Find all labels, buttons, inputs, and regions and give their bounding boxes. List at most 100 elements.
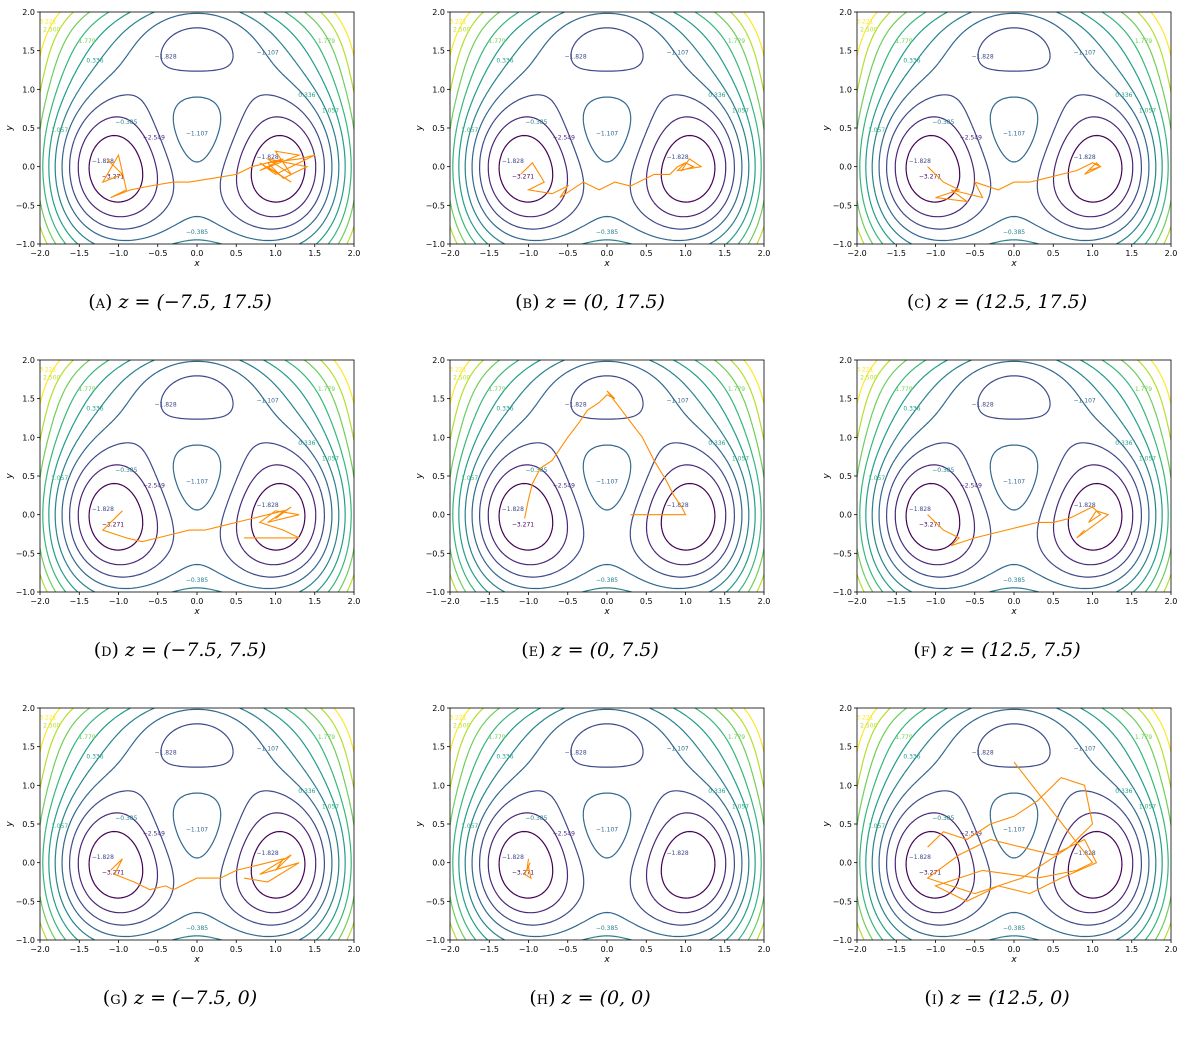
- contour-level-line: [464, 12, 750, 244]
- contour-label: 3.221: [856, 367, 873, 374]
- trajectory-line: [927, 162, 1102, 203]
- subplot-c: −3.271 −2.549 −1.828 −1.107 −0.385 0.336 1.057…: [817, 8, 1183, 343]
- x-tick-label: 1.5: [718, 945, 731, 954]
- x-tick-label: −1.5: [480, 945, 499, 954]
- contour-level-line: [857, 12, 1171, 56]
- contour-label: −0.385: [932, 119, 954, 126]
- contour-lines: −3.271 −2.549 −1.828 −1.107 −0.385 0.336 1.057…: [856, 360, 1171, 592]
- contour-label: 2.500: [453, 722, 470, 729]
- contour-level-line: [452, 708, 762, 940]
- contour-label: 1.779: [79, 386, 96, 393]
- contour-level-line: [48, 12, 346, 244]
- y-tick-label: 1.5: [22, 47, 35, 56]
- subplot-d: −3.271 −2.549 −1.828 −1.107 −0.385 0.336 1.057…: [0, 356, 380, 691]
- subplot-svg: −3.271 −2.549 −1.828 −1.107 −0.385 0.336 1.057…: [822, 8, 1177, 269]
- contour-label: −0.385: [525, 119, 547, 126]
- contour-level-line: [54, 12, 340, 244]
- y-tick-label: −0.5: [833, 897, 852, 906]
- contour-level-line: [61, 12, 333, 242]
- contour-label: −1.107: [667, 398, 689, 405]
- trajectory-line: [524, 390, 687, 519]
- x-tick-label: 0.0: [601, 249, 614, 258]
- contour-label: −1.107: [1074, 746, 1096, 753]
- y-tick-label: 0.0: [22, 511, 35, 520]
- x-tick-label: 1.0: [269, 945, 282, 954]
- contour-label: −1.828: [564, 749, 586, 756]
- y-tick-label: 2.0: [22, 356, 35, 365]
- contour-level-line: [458, 12, 756, 244]
- subplot-svg: −3.271 −2.549 −1.828 −1.107 −0.385 0.336 1.057…: [5, 356, 361, 617]
- contour-level-line: [865, 12, 1163, 244]
- contour-level-line: [450, 360, 764, 592]
- contour-level-line: [40, 12, 354, 56]
- plot-frame: [856, 11, 1172, 245]
- caption-equation: z = (12.5, 17.5): [937, 291, 1088, 313]
- y-tick-label: 1.5: [432, 743, 445, 752]
- y-tick-label: 2.0: [839, 704, 852, 713]
- caption-letter: (e): [521, 639, 552, 661]
- contour-level-line: [40, 360, 354, 592]
- contour-label: −1.828: [257, 850, 279, 857]
- x-tick-label: −0.5: [148, 249, 167, 258]
- y-axis-label: y: [5, 473, 15, 480]
- subplot-a: −3.271 −2.549 −1.828 −1.107 −0.385 0.336 1.057…: [0, 8, 380, 343]
- contour-label: −1.828: [154, 749, 176, 756]
- contour-label: 1.057: [322, 108, 339, 115]
- y-tick-label: −0.5: [16, 897, 35, 906]
- plot-frame: [39, 359, 355, 593]
- x-tick-label: 0.5: [1047, 249, 1060, 258]
- subplot-svg: −3.271 −2.549 −1.828 −1.107 −0.385 0.336 1.057…: [822, 704, 1177, 965]
- contour-label: −0.385: [525, 815, 547, 822]
- y-tick-label: 1.0: [839, 433, 852, 442]
- x-tick-label: 1.0: [679, 945, 692, 954]
- contour-label: −0.385: [186, 577, 208, 584]
- y-tick-label: −1.0: [16, 936, 35, 945]
- contour-level-line: [48, 360, 346, 592]
- contour-label: 1.779: [1135, 38, 1152, 45]
- x-tick-label: 1.5: [718, 249, 731, 258]
- contour-level-line: [450, 360, 764, 404]
- subplot-f: −3.271 −2.549 −1.828 −1.107 −0.385 0.336 1.057…: [817, 356, 1183, 691]
- y-tick-label: 1.0: [22, 433, 35, 442]
- contour-level-line: [40, 12, 354, 244]
- contour-level-line: [857, 360, 1171, 592]
- y-tick-label: 0.5: [432, 820, 445, 829]
- y-tick-label: 1.5: [839, 47, 852, 56]
- contour-label: 0.336: [1115, 788, 1132, 795]
- x-tick-label: 0.5: [640, 945, 653, 954]
- contour-label: −1.107: [186, 131, 208, 138]
- contour-label: 1.057: [51, 127, 68, 134]
- contour-label: 0.336: [496, 753, 513, 760]
- y-tick-label: 0.5: [839, 124, 852, 133]
- contour-level-line: [77, 812, 317, 914]
- y-tick-label: 1.5: [839, 395, 852, 404]
- y-tick-label: 1.5: [839, 743, 852, 752]
- contour-label: −0.385: [932, 815, 954, 822]
- contour-label: 0.336: [903, 405, 920, 412]
- y-tick-label: 2.0: [839, 356, 852, 365]
- y-tick-label: 1.0: [839, 781, 852, 790]
- contour-level-line: [498, 482, 716, 551]
- contour-label: 1.057: [1139, 804, 1156, 811]
- y-tick-label: 0.0: [839, 511, 852, 520]
- y-tick-label: 0.0: [22, 163, 35, 172]
- x-axis-label: x: [603, 259, 610, 269]
- y-tick-label: 0.0: [22, 859, 35, 868]
- x-tick-label: 2.0: [348, 597, 361, 606]
- x-tick-label: −0.5: [148, 945, 167, 954]
- y-tick-label: −1.0: [426, 240, 445, 249]
- plot-frame: [39, 11, 355, 245]
- contour-label: 0.336: [298, 440, 315, 447]
- x-tick-label: −2.0: [30, 945, 49, 954]
- contour-label: 3.221: [39, 19, 56, 26]
- contour-label: 1.057: [1139, 456, 1156, 463]
- x-tick-label: −1.5: [70, 597, 89, 606]
- contour-label: −1.107: [257, 50, 279, 57]
- contour-label: 3.221: [39, 715, 56, 722]
- contour-label: −1.828: [667, 154, 689, 161]
- contour-label: 0.336: [496, 405, 513, 412]
- contour-label: −1.828: [971, 401, 993, 408]
- subplot-svg: −3.271 −2.549 −1.828 −1.107 −0.385 0.336 1.057…: [415, 356, 770, 617]
- contour-level-line: [865, 708, 1163, 940]
- contour-level-line: [471, 12, 743, 242]
